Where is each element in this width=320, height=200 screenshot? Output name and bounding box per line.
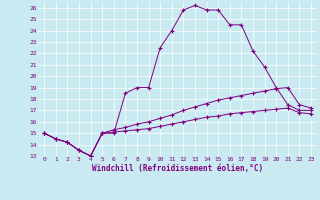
X-axis label: Windchill (Refroidissement éolien,°C): Windchill (Refroidissement éolien,°C) bbox=[92, 164, 263, 173]
